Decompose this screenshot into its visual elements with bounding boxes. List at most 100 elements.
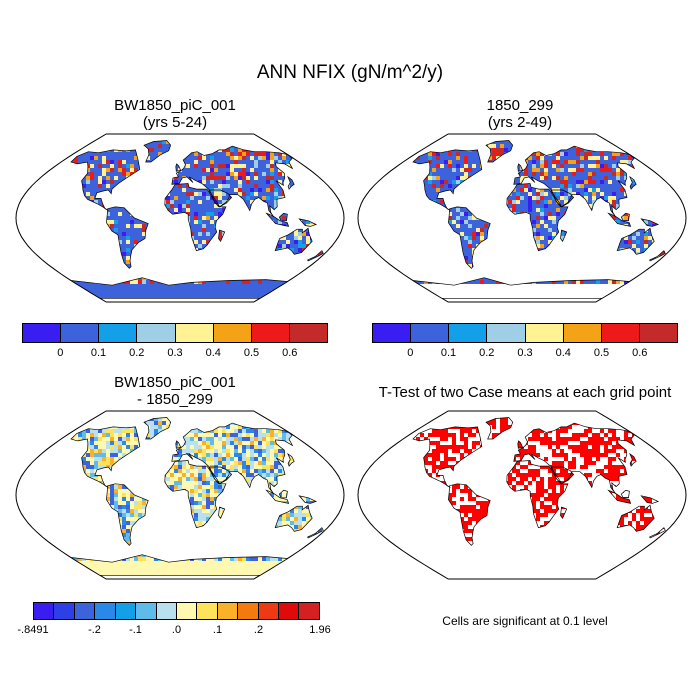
grid-cell: [338, 268, 342, 272]
grid-cell: [146, 144, 150, 148]
grid-cell: [364, 160, 368, 164]
grid-cell: [190, 176, 194, 180]
grid-cell: [266, 164, 270, 168]
grid-cell: [42, 140, 46, 144]
grid-cell: [18, 272, 22, 276]
grid-cell: [496, 148, 500, 152]
grid-cell: [468, 164, 472, 168]
grid-cell: [162, 304, 166, 308]
grid-cell: [314, 264, 318, 268]
grid-cell: [14, 244, 18, 248]
grid-cell: [114, 304, 118, 308]
grid-cell: [436, 152, 440, 156]
grid-cell: [250, 200, 254, 204]
grid-cell: [286, 288, 290, 292]
grid-cell: [656, 156, 660, 160]
grid-cell: [572, 160, 576, 164]
grid-cell: [106, 180, 110, 184]
grid-cell: [254, 184, 258, 188]
grid-cell: [364, 148, 368, 152]
grid-cell: [346, 156, 350, 160]
grid-cell: [34, 172, 38, 176]
grid-cell: [14, 168, 18, 172]
grid-cell: [202, 164, 206, 168]
grid-cell: [456, 160, 460, 164]
grid-cell: [688, 172, 692, 176]
grid-cell: [194, 232, 198, 236]
grid-cell: [238, 280, 242, 284]
grid-cell: [636, 140, 640, 144]
grid-cell: [138, 228, 142, 232]
grid-cell: [456, 172, 460, 176]
grid-cell: [186, 164, 190, 168]
grid-cell: [114, 224, 118, 228]
grid-cell: [376, 176, 380, 180]
grid-cell: [592, 176, 596, 180]
grid-cell: [262, 300, 266, 304]
grid-cell: [278, 176, 282, 180]
grid-cell: [392, 152, 396, 156]
grid-cell: [194, 176, 198, 180]
grid-cell: [86, 176, 90, 180]
grid-cell: [46, 156, 50, 160]
grid-cell: [126, 304, 130, 308]
grid-cell: [672, 144, 676, 148]
grid-cell: [552, 172, 556, 176]
grid-cell: [246, 284, 250, 288]
grid-cell: [322, 132, 326, 136]
grid-cell: [322, 172, 324, 176]
grid-cell: [338, 184, 342, 188]
grid-cell: [330, 144, 334, 148]
grid-cell: [584, 156, 588, 160]
grid-cell: [190, 204, 194, 208]
grid-cell: [396, 160, 400, 164]
grid-cell: [222, 296, 226, 299]
grid-cell: [620, 144, 624, 148]
grid-cell: [218, 284, 222, 288]
grid-cell: [30, 128, 34, 132]
grid-cell: [334, 244, 338, 248]
grid-cell: [436, 132, 440, 136]
grid-cell: [314, 272, 318, 276]
grid-cell: [668, 136, 672, 140]
grid-cell: [360, 172, 364, 176]
grid-cell: [310, 164, 314, 168]
grid-cell: [178, 304, 182, 308]
grid-cell: [34, 128, 38, 132]
grid-cell: [254, 152, 258, 156]
grid-cell: [54, 304, 58, 308]
grid-cell: [126, 168, 130, 172]
grid-cell: [218, 152, 222, 156]
grid-cell: [400, 144, 404, 148]
grid-cell: [186, 284, 190, 288]
grid-cell: [94, 288, 98, 292]
grid-cell: [302, 288, 306, 292]
grid-cell: [528, 172, 532, 176]
grid-cell: [30, 296, 34, 300]
grid-cell: [330, 288, 334, 292]
grid-cell: [30, 280, 34, 284]
grid-cell: [206, 280, 210, 284]
grid-cell: [118, 156, 122, 160]
grid-cell: [130, 232, 134, 236]
grid-cell: [54, 292, 58, 296]
grid-cell: [134, 224, 138, 228]
grid-cell: [652, 132, 656, 136]
grid-cell: [346, 268, 350, 272]
grid-cell: [380, 160, 384, 164]
grid-cell: [330, 176, 334, 180]
grid-cell: [330, 148, 334, 152]
grid-cell: [142, 228, 146, 232]
grid-cell: [210, 212, 214, 216]
grid-cell: [166, 148, 170, 152]
grid-cell: [110, 212, 114, 216]
grid-cell: [238, 164, 242, 168]
grid-cell: [18, 300, 22, 304]
grid-cell: [218, 200, 222, 204]
grid-cell: [22, 132, 26, 136]
grid-cell: [190, 224, 194, 228]
grid-cell: [258, 284, 262, 288]
grid-cell: [672, 148, 676, 152]
grid-cell: [90, 300, 94, 304]
grid-cell: [70, 300, 74, 304]
